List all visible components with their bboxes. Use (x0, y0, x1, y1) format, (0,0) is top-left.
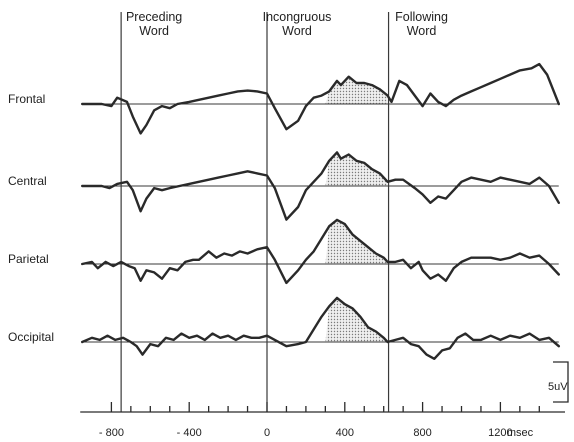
scale-bar-label: 5uV (548, 381, 568, 393)
shaded-area-frontal (325, 76, 388, 104)
shaded-area-occipital (325, 297, 388, 342)
series-label-frontal: Frontal (8, 92, 45, 106)
series-label-central: Central (8, 174, 47, 188)
x-tick-label-m800: - 800 (99, 427, 124, 439)
event-label-1-line-0: Incongruous (263, 10, 332, 24)
x-tick-label-800: 800 (413, 427, 431, 439)
scale-bar (553, 361, 569, 403)
event-label-2-line-1: Word (407, 24, 437, 38)
series-label-occipital: Occipital (8, 330, 54, 344)
series-line-central (81, 151, 560, 221)
x-axis-unit-label: msec (507, 427, 534, 439)
shaded-area-central (325, 152, 388, 186)
event-label-0-line-1: Word (139, 24, 169, 38)
series-line-occipital (81, 296, 560, 360)
event-label-0-line-0: Preceding (126, 10, 182, 24)
series-label-parietal: Parietal (8, 252, 49, 266)
x-tick-label-1200: 1200 (488, 427, 512, 439)
event-label-2-line-0: Following (395, 10, 448, 24)
shaded-area-parietal (325, 219, 388, 264)
x-tick-label-m400: - 400 (177, 427, 202, 439)
series-line-frontal (81, 62, 560, 135)
x-tick-label-0: 0 (264, 427, 270, 439)
event-label-1-line-1: Word (282, 24, 312, 38)
series-line-parietal (81, 218, 560, 285)
x-tick-label-400: 400 (336, 427, 354, 439)
